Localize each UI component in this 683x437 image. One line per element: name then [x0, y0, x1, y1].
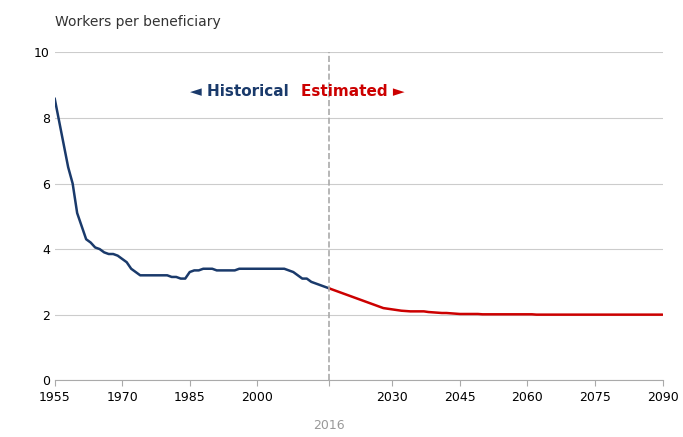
Text: 2016: 2016 — [313, 419, 345, 432]
Text: Workers per beneficiary: Workers per beneficiary — [55, 15, 221, 30]
Text: ◄ Historical: ◄ Historical — [190, 84, 289, 99]
Text: Estimated ►: Estimated ► — [301, 84, 404, 99]
